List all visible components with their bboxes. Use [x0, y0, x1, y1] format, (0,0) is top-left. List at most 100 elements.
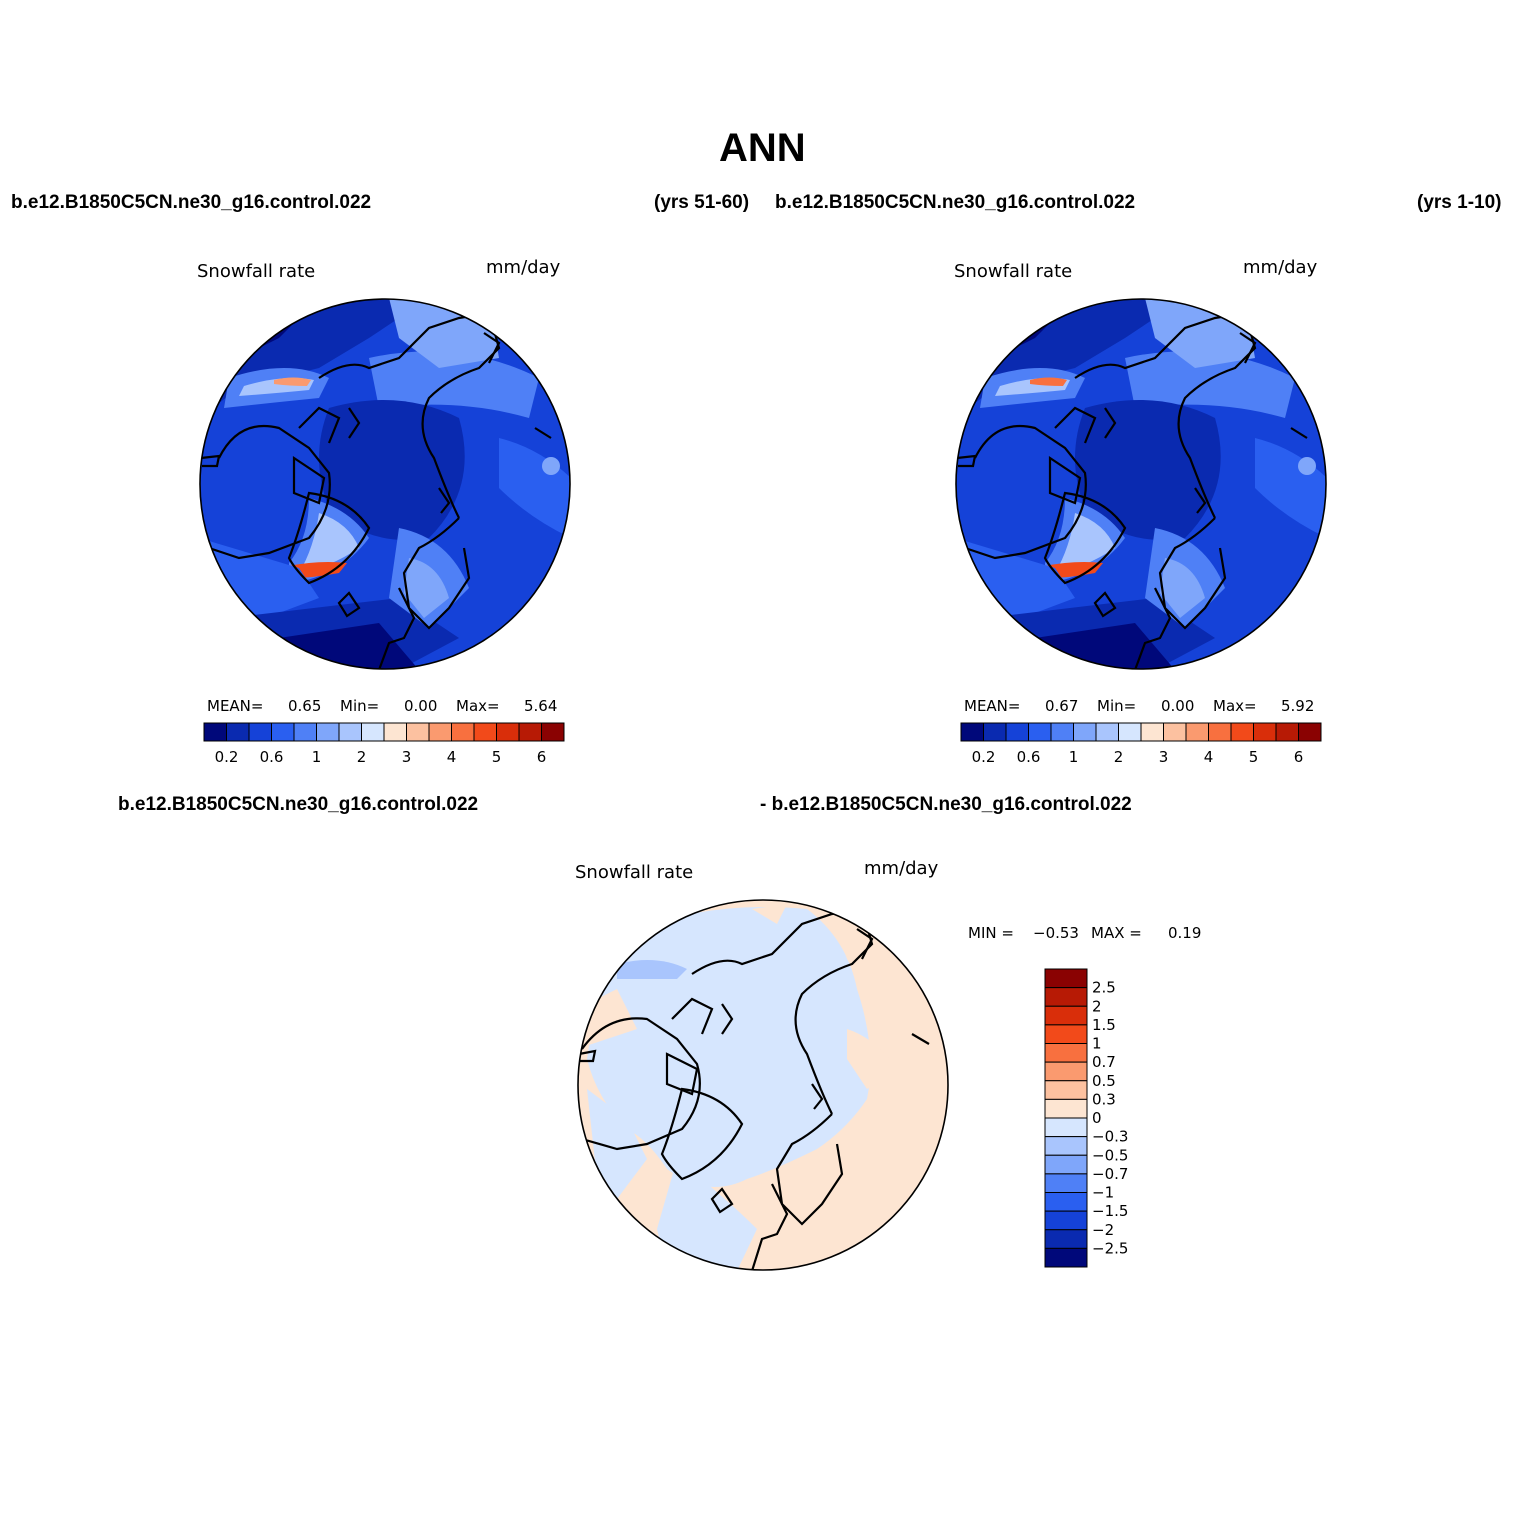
panel3-colorbar-swatch — [1044, 1136, 1088, 1156]
panel2-colorbar-swatch — [1298, 722, 1322, 742]
panel2-colorbar-tick-label: 6 — [1294, 748, 1304, 766]
panel1-colorbar-swatch — [203, 722, 227, 742]
panel2-min-value: 0.00 — [1161, 697, 1195, 715]
panel1-colorbar-swatch — [226, 722, 250, 742]
panel1-mean-label: MEAN= — [207, 697, 264, 715]
panel1-colorbar-tick-label: 1 — [312, 748, 322, 766]
panel1-colorbar: 0.2 0.6 1 2 3 4 5 6 — [203, 722, 565, 766]
panel2-colorbar-swatch — [1253, 722, 1277, 742]
panel2-colorbar-swatch — [1163, 722, 1187, 742]
panel2-colorbar-swatch — [1095, 722, 1119, 742]
panel3-colorbar-swatch — [1044, 1098, 1088, 1119]
panel2-colorbar-swatch — [1208, 722, 1232, 742]
panel1-years: (yrs 51-60) — [654, 192, 750, 213]
panel1-colorbar-tick-label: 4 — [447, 748, 457, 766]
panel3-colorbar-swatch — [1044, 1247, 1088, 1268]
panel2-colorbar-tick-label: 3 — [1159, 748, 1169, 766]
panel2-mean-value: 0.67 — [1045, 697, 1079, 715]
panel3-min-value: −0.53 — [1033, 924, 1079, 942]
panel2-colorbar-swatch — [1185, 722, 1209, 742]
panel1-colorbar-swatch — [316, 722, 340, 742]
panel1-max-label: Max= — [456, 697, 500, 715]
panel1-colorbar-tick-label: 0.6 — [260, 748, 284, 766]
panel1-colorbar-tick-label: 2 — [357, 748, 367, 766]
panel3-colorbar-tick-label: 1 — [1092, 1035, 1102, 1053]
panel1-colorbar-tick-label: 5 — [492, 748, 502, 766]
panel3-colorbar-tick-label: −2.5 — [1092, 1239, 1128, 1257]
panel2-min-label: Min= — [1097, 697, 1137, 715]
panel1-max-value: 5.64 — [524, 697, 558, 715]
panel3-case-name-left: b.e12.B1850C5CN.ne30_g16.control.022 — [118, 794, 479, 815]
panel3-colorbar-swatch — [1044, 1061, 1088, 1082]
panel2-colorbar-swatch — [1275, 722, 1299, 742]
panel1-min-label: Min= — [340, 697, 380, 715]
panel3-colorbar-swatch — [1044, 1154, 1088, 1175]
panel1-colorbar-swatch — [293, 722, 317, 742]
panel1-mean-value: 0.65 — [288, 697, 322, 715]
panel3-colorbar-tick-label: 1.5 — [1092, 1016, 1116, 1034]
panel2-colorbar-swatch — [1005, 722, 1029, 742]
panel1-case-name: b.e12.B1850C5CN.ne30_g16.control.022 — [11, 192, 372, 213]
panel2-colorbar-swatch — [960, 722, 984, 742]
panel3-colorbar-tick-label: −0.5 — [1092, 1146, 1128, 1164]
panel3-colorbar-tick-label: 0.3 — [1092, 1090, 1116, 1108]
panel2-colorbar-tick-label: 4 — [1204, 748, 1214, 766]
panel3-min-label: MIN = — [968, 924, 1014, 942]
panel1-colorbar-swatch — [428, 722, 452, 742]
panel2-colorbar-swatch — [1028, 722, 1052, 742]
panel1-colorbar-swatch — [496, 722, 520, 742]
panel1-colorbar-swatch — [473, 722, 497, 742]
panel3-colorbar-swatch — [1044, 1080, 1088, 1100]
panel2-mean-label: MEAN= — [964, 697, 1021, 715]
panel1-colorbar-tick-label: 6 — [537, 748, 547, 766]
panel2-colorbar-tick-label: 5 — [1249, 748, 1259, 766]
panel2-colorbar-swatch — [983, 722, 1007, 742]
panel3-max-value: 0.19 — [1168, 924, 1202, 942]
panel3-colorbar-tick-label: 2.5 — [1092, 979, 1116, 997]
panel2-colorbar-swatch — [1230, 722, 1254, 742]
figure-title: ANN — [719, 126, 806, 170]
panel2-max-value: 5.92 — [1281, 697, 1315, 715]
panel3-colorbar-tick-label: 0.5 — [1092, 1072, 1116, 1090]
panel3-colorbar-swatch — [1044, 1192, 1088, 1212]
panel1-colorbar-swatch — [271, 722, 295, 742]
panel1-map — [199, 298, 571, 670]
panel3-colorbar-swatch — [1044, 1173, 1088, 1193]
panel2-colorbar-swatch — [1118, 722, 1142, 742]
panel1-units-label: mm/day — [486, 257, 561, 278]
panel3-map — [577, 899, 949, 1271]
panel1-colorbar-swatch — [248, 722, 272, 742]
panel1-min-value: 0.00 — [404, 697, 438, 715]
panel2-variable-label: Snowfall rate — [954, 261, 1073, 282]
panel2-colorbar-swatch — [1073, 722, 1097, 742]
panel3-colorbar-tick-label: 0.7 — [1092, 1053, 1116, 1071]
panel1-colorbar-swatch — [361, 722, 385, 742]
panel3-colorbar-swatch — [1044, 1024, 1088, 1044]
panel1-colorbar-tick-label: 3 — [402, 748, 412, 766]
panel2-years: (yrs 1-10) — [1417, 192, 1502, 213]
panel1-colorbar-swatch — [541, 722, 565, 742]
panel2-map — [955, 298, 1327, 670]
panel1-colorbar-swatch — [406, 722, 430, 742]
panel3-colorbar-swatch — [1044, 1005, 1088, 1026]
panel3-max-label: MAX = — [1091, 924, 1142, 942]
panel3-colorbar-tick-label: −1.5 — [1092, 1202, 1128, 1220]
panel2-max-label: Max= — [1213, 697, 1257, 715]
panel3-colorbar-swatch — [1044, 1210, 1088, 1231]
panel2-colorbar: 0.2 0.6 1 2 3 4 5 6 — [960, 722, 1322, 766]
panel3-colorbar-swatch — [1044, 1117, 1088, 1138]
panel2-colorbar-tick-label: 0.2 — [972, 748, 996, 766]
panel2-colorbar-tick-label: 2 — [1114, 748, 1124, 766]
panel3-units-label: mm/day — [864, 858, 939, 879]
panel3-colorbar-tick-label: −2 — [1092, 1221, 1114, 1239]
panel3-colorbar: 2.521.510.70.50.30−0.3−0.5−0.7−1−1.5−2−2… — [1044, 968, 1128, 1268]
panel2-colorbar-swatch — [1050, 722, 1074, 742]
panel3-colorbar-swatch — [1044, 968, 1088, 989]
panel3-colorbar-tick-label: −0.3 — [1092, 1128, 1128, 1146]
panel3-colorbar-tick-label: 2 — [1092, 997, 1102, 1015]
panel2-colorbar-swatch — [1140, 722, 1164, 742]
panel1-colorbar-swatch — [518, 722, 542, 742]
panel3-colorbar-swatch — [1044, 1229, 1088, 1249]
panel1-colorbar-tick-label: 0.2 — [215, 748, 239, 766]
panel2-colorbar-tick-label: 1 — [1069, 748, 1079, 766]
